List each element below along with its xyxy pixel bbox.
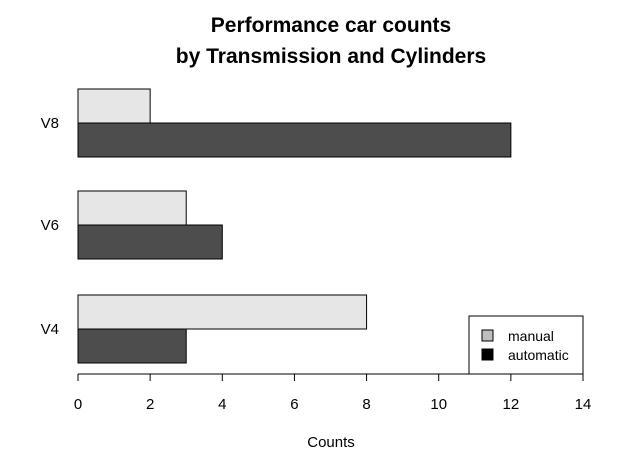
- bars-group: [77, 88, 512, 364]
- x-tick-label-12: 12: [503, 396, 520, 413]
- bar-v8-manual: [77, 88, 151, 124]
- x-axis-label: Counts: [307, 434, 355, 451]
- bar-v4-automatic: [77, 328, 187, 364]
- y-tick-label-v6: V6: [41, 217, 59, 234]
- y-axis-category-labels: V4 V6 V8: [41, 115, 59, 338]
- x-tick-label-14: 14: [575, 396, 592, 413]
- chart-title-line-2: by Transmission and Cylinders: [176, 45, 486, 68]
- x-tick-label-6: 6: [290, 396, 298, 413]
- chart-title-line-1: Performance car counts: [211, 14, 451, 37]
- legend-swatch-automatic: [481, 348, 494, 361]
- x-axis: 0 2 4 6 8 10 12 14: [74, 373, 592, 413]
- bar-v6-manual: [77, 190, 187, 226]
- x-tick-label-4: 4: [218, 396, 226, 413]
- bar-v8-automatic: [77, 122, 512, 158]
- legend-swatch-manual: [481, 329, 494, 342]
- x-tick-label-2: 2: [146, 396, 154, 413]
- legend-label-manual: manual: [508, 328, 554, 344]
- legend-label-automatic: automatic: [508, 347, 569, 363]
- x-tick-label-0: 0: [74, 396, 82, 413]
- legend: manual automatic: [468, 315, 584, 375]
- bar-v4-manual: [77, 294, 368, 330]
- x-tick-label-10: 10: [430, 396, 447, 413]
- x-axis-ticks: 0 2 4 6 8 10 12 14: [74, 374, 592, 413]
- x-tick-label-8: 8: [362, 396, 370, 413]
- y-tick-label-v8: V8: [41, 115, 59, 132]
- y-tick-label-v4: V4: [41, 321, 59, 338]
- legend-box: [468, 315, 584, 375]
- bar-v6-automatic: [77, 224, 223, 260]
